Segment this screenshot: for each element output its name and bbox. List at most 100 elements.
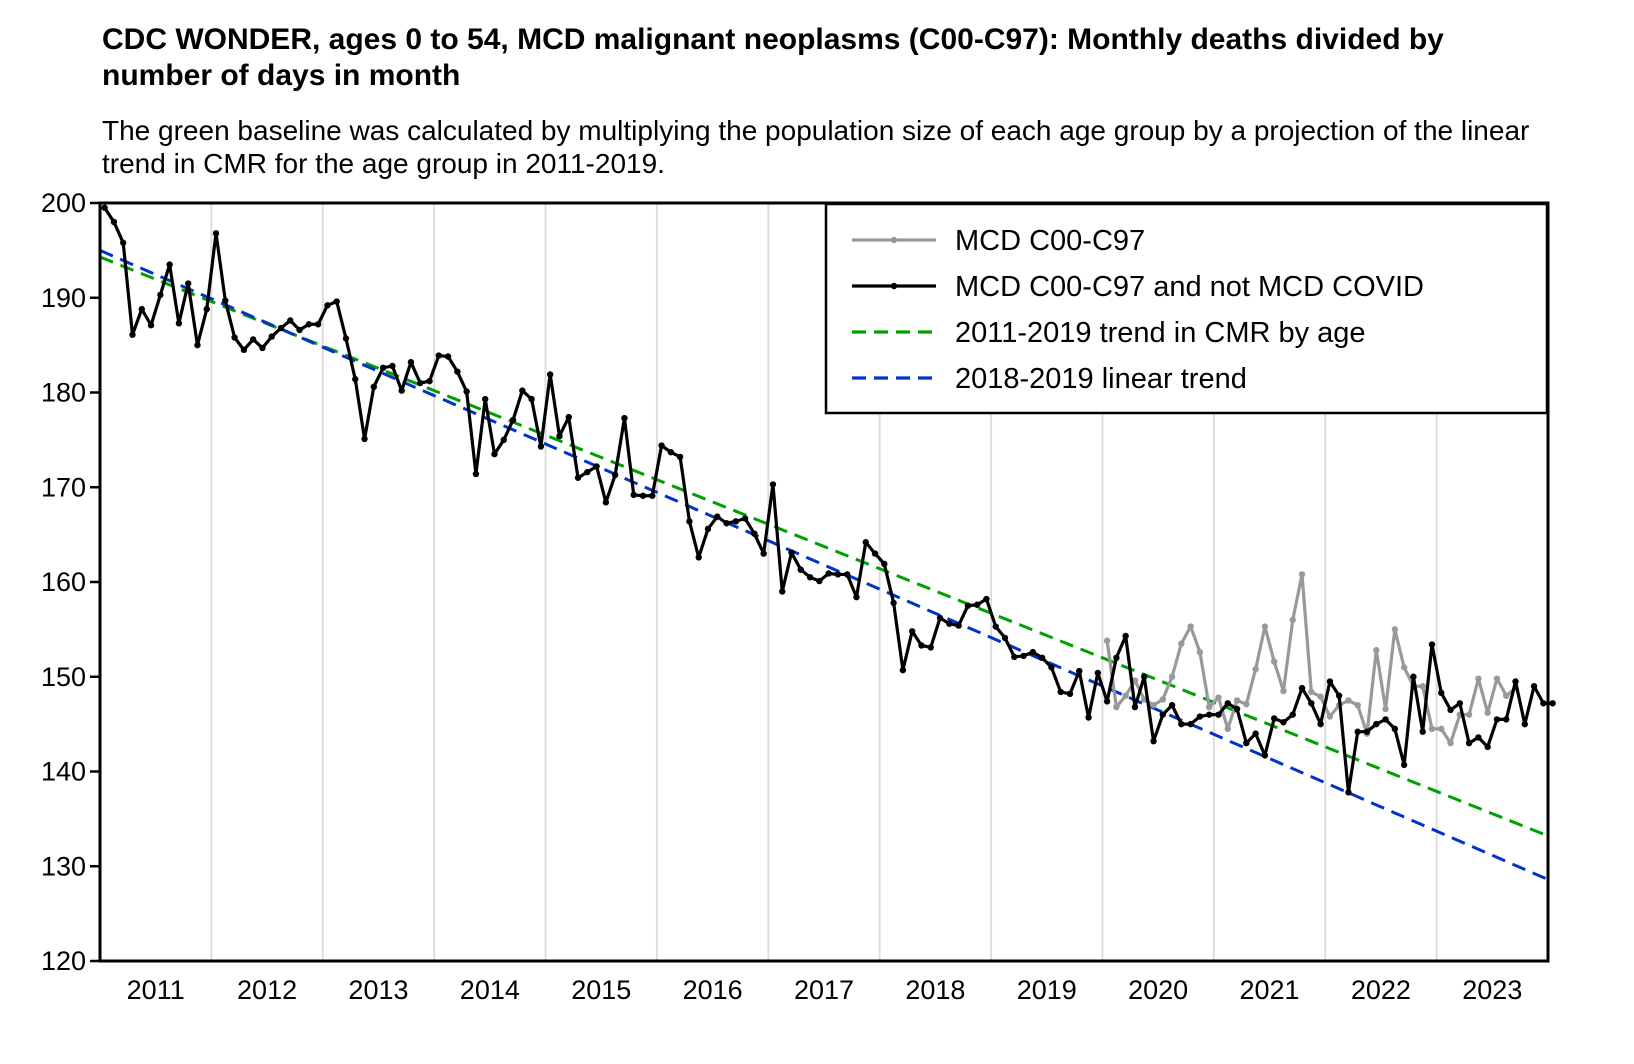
data-point <box>1308 688 1315 696</box>
data-point <box>955 622 962 629</box>
y-tick-label: 140 <box>41 757 86 787</box>
data-point <box>138 305 145 313</box>
data-point <box>546 371 554 378</box>
data-point <box>1150 701 1157 709</box>
data-point <box>1503 716 1510 723</box>
data-point <box>537 443 545 450</box>
data-point <box>1001 634 1009 642</box>
data-point <box>853 593 860 601</box>
data-point <box>305 321 313 328</box>
data-point <box>797 566 804 573</box>
data-point <box>1382 716 1389 723</box>
x-tick-label: 2018 <box>905 975 965 1005</box>
data-point <box>175 320 183 327</box>
data-point <box>1224 725 1231 733</box>
data-point <box>1493 675 1501 682</box>
data-point <box>1206 711 1213 718</box>
data-point <box>1345 697 1352 704</box>
data-point <box>1048 664 1055 671</box>
legend: MCD C00-C97 MCD C00-C97 and not MCD COVID… <box>824 202 1549 415</box>
data-point <box>584 468 591 476</box>
data-point <box>1113 654 1120 661</box>
data-point <box>1540 700 1547 707</box>
data-point <box>1308 700 1315 707</box>
data-point <box>1261 752 1269 759</box>
data-point <box>1150 737 1157 745</box>
data-point <box>454 368 461 375</box>
data-point <box>1178 720 1185 728</box>
data-point <box>760 550 767 557</box>
data-point <box>1131 677 1139 684</box>
data-point <box>324 302 331 309</box>
data-point <box>1289 711 1296 718</box>
data-point <box>983 595 990 603</box>
data-point <box>1484 743 1491 751</box>
data-point <box>314 321 322 328</box>
data-point <box>1373 647 1380 654</box>
data-point <box>602 499 610 506</box>
data-point <box>482 395 489 403</box>
data-point <box>268 333 275 340</box>
data-point <box>342 335 350 342</box>
data-point <box>1020 652 1027 660</box>
data-point <box>1270 658 1278 665</box>
chart-title: CDC WONDER, ages 0 to 54, MCD malignant … <box>102 23 1444 92</box>
data-point <box>844 571 851 578</box>
series-lines <box>99 204 1556 881</box>
x-tick-label: 2016 <box>683 975 743 1005</box>
data-point <box>212 230 220 237</box>
data-point <box>1243 739 1250 747</box>
data-point <box>1400 761 1408 769</box>
data-point <box>1187 623 1194 630</box>
data-point <box>732 518 740 525</box>
x-tick-label: 2021 <box>1239 975 1299 1005</box>
data-point <box>249 336 257 343</box>
y-tick-label: 130 <box>41 851 86 881</box>
data-point <box>816 577 823 585</box>
y-tick-label: 160 <box>41 567 86 597</box>
data-point <box>1215 694 1222 701</box>
data-point <box>101 204 108 211</box>
data-point <box>129 331 136 338</box>
data-point <box>1103 637 1111 644</box>
data-point <box>806 574 814 581</box>
data-point <box>1549 700 1556 707</box>
data-point <box>918 642 925 649</box>
data-point <box>908 628 916 635</box>
data-point <box>435 352 442 359</box>
data-point <box>361 435 368 443</box>
x-tick-label: 2014 <box>460 975 520 1005</box>
data-point <box>1475 675 1482 682</box>
data-point <box>946 620 953 627</box>
legend-label-1: MCD C00-C97 and not MCD COVID <box>955 271 1424 303</box>
data-point <box>1159 696 1166 703</box>
data-point <box>1382 705 1389 713</box>
data-point <box>1317 693 1324 700</box>
x-tick-label: 2011 <box>127 975 185 1005</box>
data-point <box>890 599 897 607</box>
data-point <box>389 362 396 370</box>
data-point <box>1298 571 1306 578</box>
y-tick-label: 190 <box>41 283 86 313</box>
data-point <box>333 298 340 305</box>
data-point <box>472 470 480 478</box>
data-point <box>1224 700 1231 707</box>
series-line-0 <box>1105 572 1517 745</box>
data-point <box>240 346 248 354</box>
data-point <box>1252 665 1259 673</box>
data-point <box>1187 720 1194 728</box>
data-point <box>1270 715 1278 722</box>
data-point <box>1289 616 1296 624</box>
data-point <box>973 601 981 608</box>
chart-subtitle: The green baseline was calculated by mul… <box>102 115 1530 179</box>
data-point <box>1345 789 1352 796</box>
data-point <box>1326 678 1334 685</box>
data-point <box>1243 701 1250 708</box>
trend-line-0 <box>99 255 1549 838</box>
data-point <box>1456 700 1464 707</box>
data-point <box>871 550 879 557</box>
data-point <box>927 644 934 651</box>
data-point <box>556 432 563 440</box>
data-point <box>1419 728 1426 735</box>
data-point <box>1057 688 1064 696</box>
